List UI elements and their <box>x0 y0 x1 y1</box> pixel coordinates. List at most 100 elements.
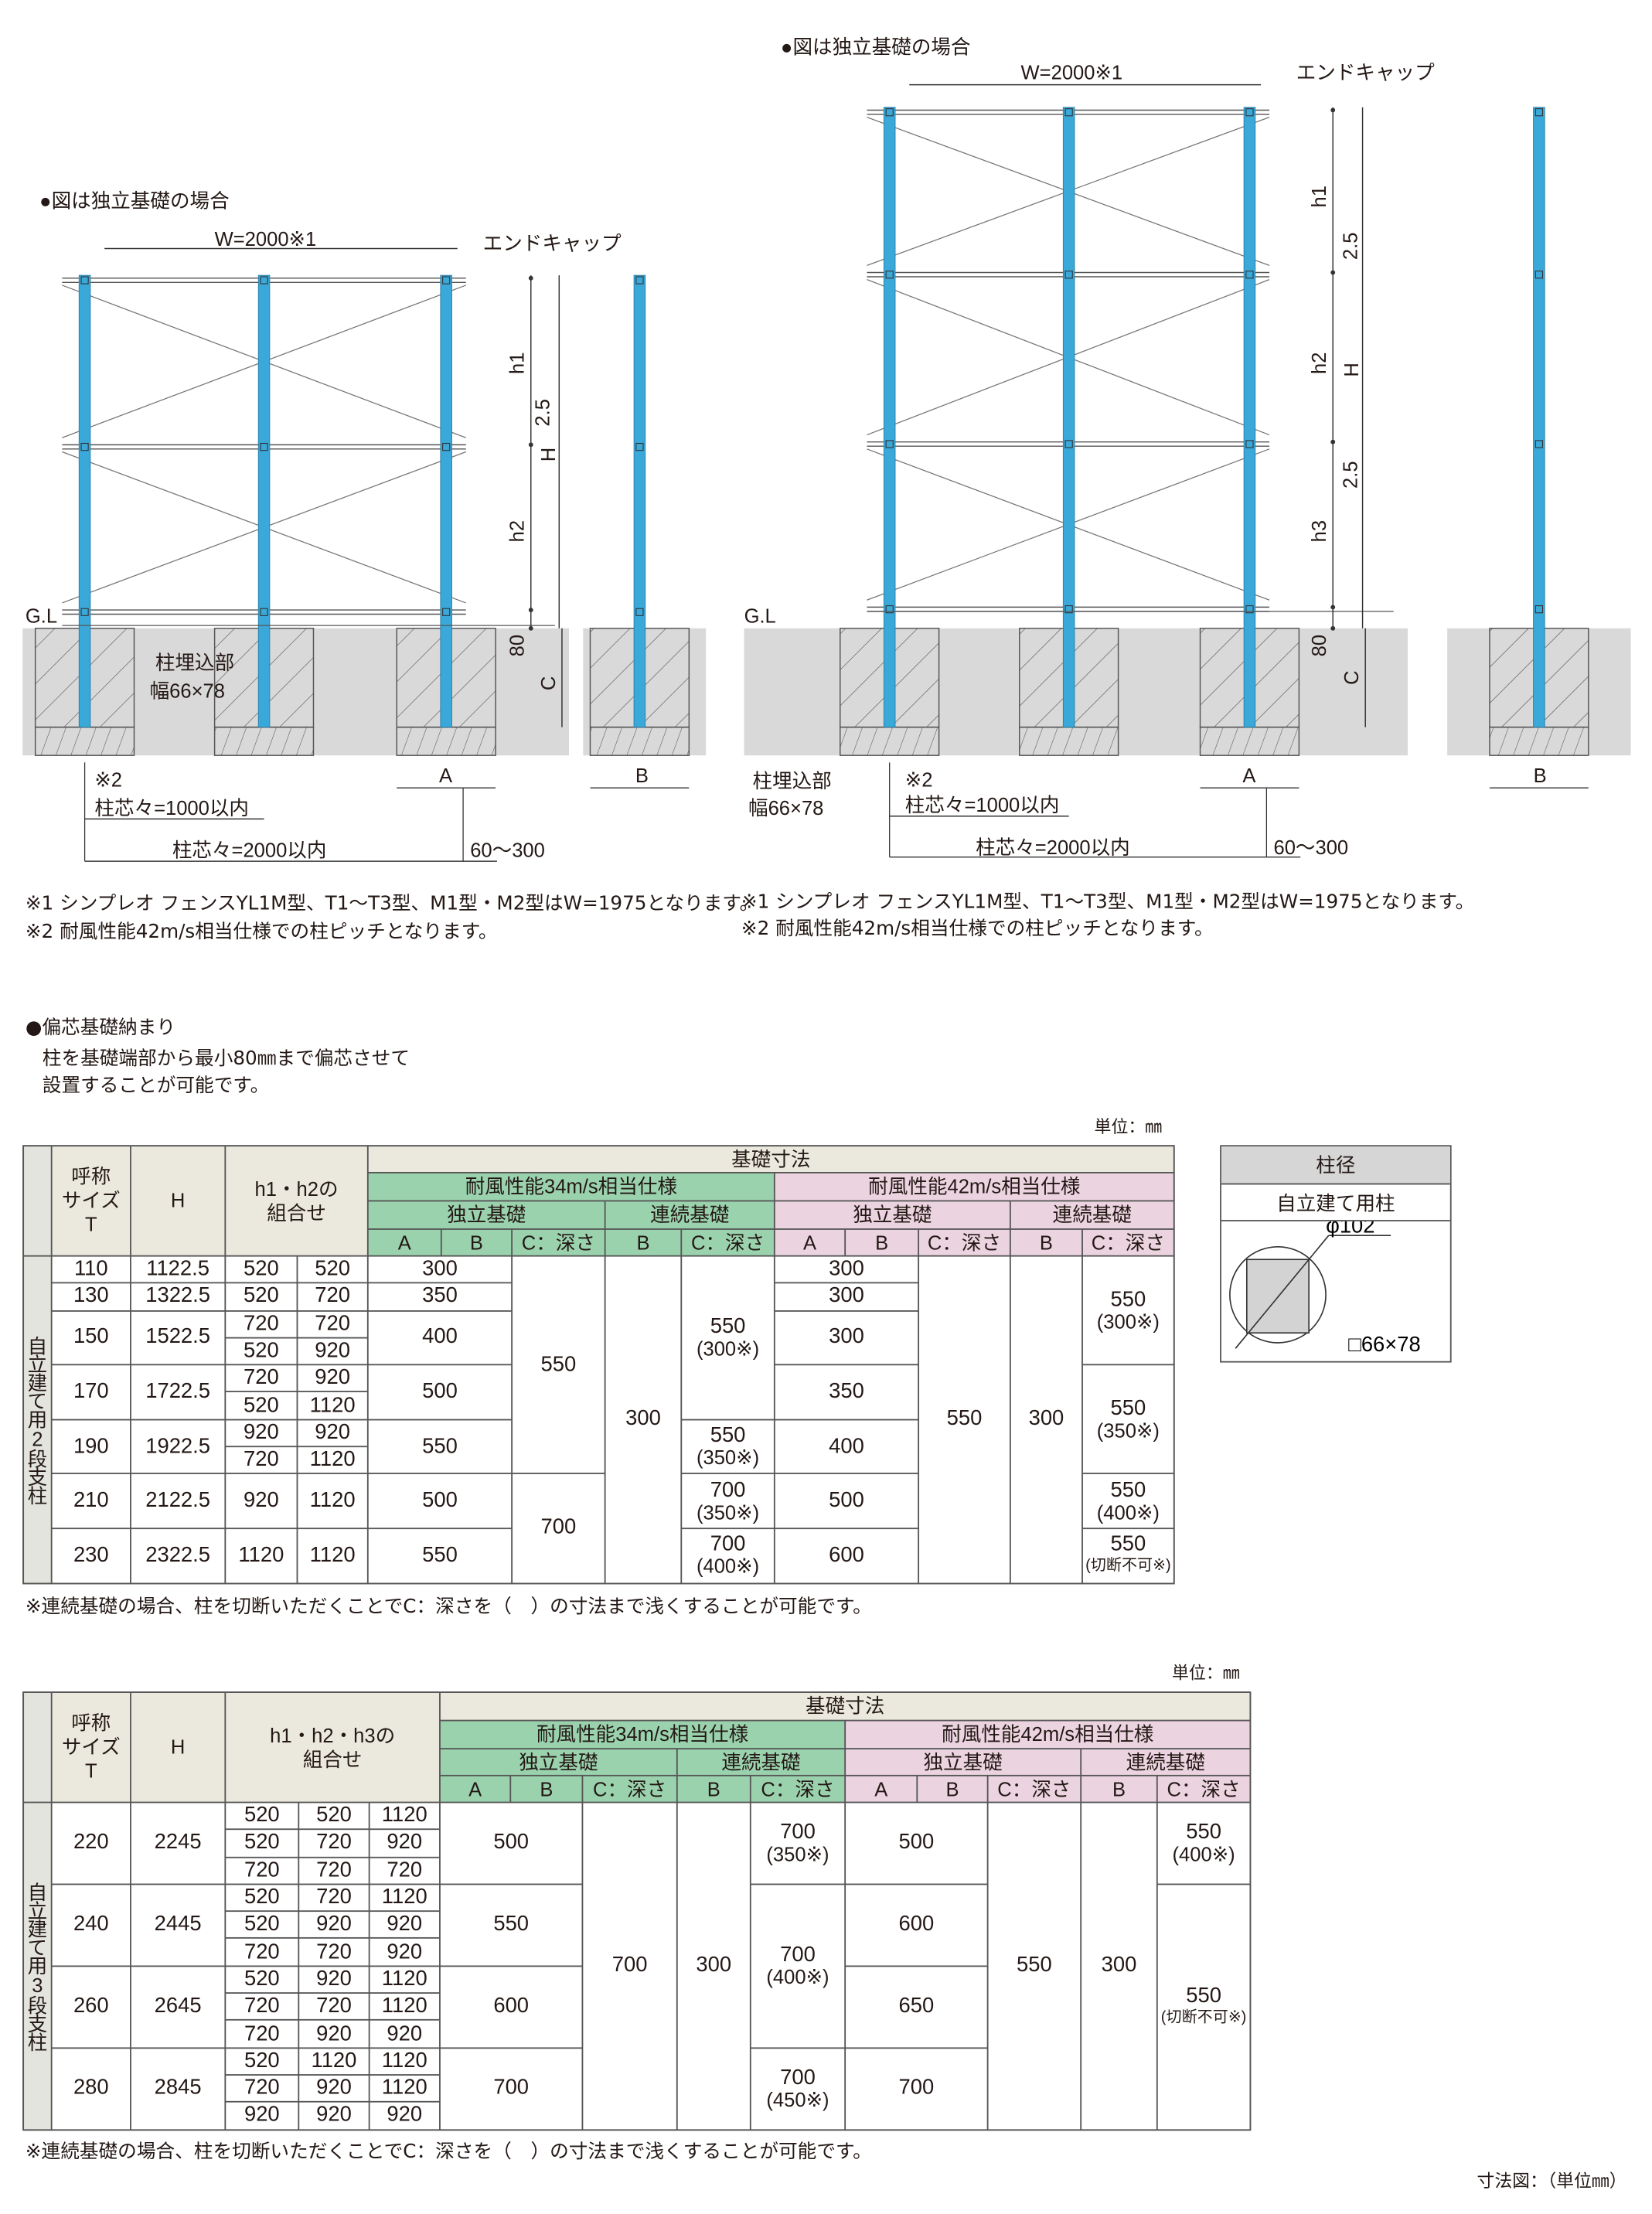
table-cell: 720 <box>226 1447 297 1473</box>
table-header-cell: C：深さ <box>1082 1229 1173 1255</box>
rail-bracket <box>1245 605 1254 614</box>
cell-value: 720 <box>244 2021 280 2045</box>
table-cell: 220 <box>52 1803 131 1884</box>
cell-value: 520 <box>244 1803 280 1827</box>
post <box>883 107 896 728</box>
table-header-cell: 独立基礎 <box>368 1201 605 1229</box>
table-header-cell <box>24 1146 51 1255</box>
dimension-dot <box>1330 107 1336 113</box>
cell-value: 300 <box>696 1953 732 1977</box>
dimension-dot <box>528 442 533 448</box>
C-label: C <box>1341 670 1363 684</box>
foundation-base <box>1489 726 1589 756</box>
table-cell: 500 <box>775 1474 918 1528</box>
table-header-cell: A <box>775 1229 845 1255</box>
cell-value: 720 <box>316 1830 352 1855</box>
cell-value: 720 <box>244 1858 280 1882</box>
rail-bracket <box>442 608 451 616</box>
table-cell: 520 <box>226 1392 297 1419</box>
post <box>440 274 452 728</box>
cell-value: 1120 <box>309 1393 356 1418</box>
table-cell: 520 <box>226 1803 298 1829</box>
cell-value: 720 <box>315 1311 351 1336</box>
cell-value: 1120 <box>309 1447 356 1472</box>
table-cell: 350 <box>368 1283 512 1310</box>
cell-note: (400※) <box>1096 1500 1160 1524</box>
table-cell: 600 <box>775 1529 918 1582</box>
table-cell: 700 (400※) <box>682 1529 774 1582</box>
table-cell: 260 <box>52 1966 131 2047</box>
cell-value: 260 <box>73 1994 109 2018</box>
rail-bracket <box>635 442 644 451</box>
cell-value: 720 <box>244 1939 280 1964</box>
cell-value: 独立基礎 <box>923 1749 1003 1773</box>
end-cap-label: エンドキャップ <box>1296 62 1435 83</box>
cell-value: 920 <box>316 2076 352 2100</box>
table-cell: 520 <box>226 1283 297 1310</box>
table-cell: 520 <box>226 1338 297 1364</box>
table-header-cell: C：深さ <box>583 1776 676 1802</box>
cell-value: 520 <box>244 1967 280 1991</box>
table-header-cell: C：深さ <box>682 1229 774 1255</box>
table-header-cell: B <box>511 1776 582 1802</box>
cell-value: 連続基礎 <box>1052 1203 1132 1226</box>
offset-section-title: ●偏芯基礎納まり <box>25 1017 175 1040</box>
cell-value: 1722.5 <box>145 1379 211 1404</box>
cell-value: 1120 <box>238 1542 284 1567</box>
table-cell: 110 <box>52 1256 131 1283</box>
cell-value: 520 <box>316 1803 352 1827</box>
table-cell: 300 <box>368 1256 512 1283</box>
foundation-base <box>34 726 135 756</box>
table-cell: 700 <box>513 1474 605 1582</box>
rail-bracket <box>442 276 451 284</box>
table-cell: 550 <box>368 1529 512 1582</box>
table-cell: 2122.5 <box>131 1474 225 1528</box>
cell-value: 240 <box>73 1912 109 1936</box>
table-cell: 920 <box>299 2021 369 2047</box>
table-header-cell: h1・h2の 組合せ <box>226 1146 367 1255</box>
table-cell: 700 <box>583 1803 676 2129</box>
cell-value: 550 <box>1186 1983 1221 2008</box>
cell-value: 自立建て用3段支柱 <box>26 1882 49 2050</box>
table-cell: 300 <box>775 1311 918 1364</box>
table-header-cell: A <box>368 1229 441 1255</box>
rail-bracket <box>1534 605 1543 614</box>
table-cell: 920 <box>370 1830 440 1857</box>
cell-value: 520 <box>244 2048 280 2073</box>
table-header-cell: 耐風性能34m/s相当仕様 <box>368 1173 774 1201</box>
cell-value: 700 <box>611 1953 648 1977</box>
table-cell: 650 <box>846 1966 987 2047</box>
table-cell: 720 <box>299 1857 369 1884</box>
table-cell: 720 <box>226 1994 298 2020</box>
offset-label: 60～300 <box>1274 837 1349 859</box>
table1-footnote: ※連続基礎の場合、柱を切断いただくことでC：深さを（ ）の寸法まで浅くすることが… <box>25 1595 872 1619</box>
A-label: A <box>1242 765 1255 787</box>
table-cell: 1120 <box>298 1447 367 1473</box>
cell-value: 920 <box>315 1365 351 1390</box>
cell-value: 920 <box>244 2103 280 2127</box>
rail-bracket <box>260 276 268 284</box>
depth80-label: 80 <box>507 635 529 656</box>
table-cell: 600 <box>440 1966 582 2047</box>
embed-label: 柱埋込部 <box>753 771 832 792</box>
diagram-right-title: ●図は独立基礎の場合 <box>781 36 971 58</box>
table-cell: 700 (450※) <box>751 2048 845 2129</box>
cell-value: 2122.5 <box>145 1488 211 1513</box>
table-cell: 1120 <box>298 1474 367 1528</box>
rail-bracket <box>1534 108 1543 117</box>
cell-value: 300 <box>1101 1953 1137 1977</box>
pillar-section-icon: φ102 □66×78 <box>1229 1214 1421 1356</box>
table-cell: 1522.5 <box>131 1311 225 1364</box>
table-cell: 2322.5 <box>131 1529 225 1582</box>
rail-bracket <box>885 605 894 614</box>
embed-size-label: 幅66×78 <box>748 798 823 819</box>
cell-value: 720 <box>244 1311 279 1336</box>
cell-value: B <box>945 1776 959 1800</box>
table-cell: 550 (切断不可※) <box>1157 1885 1250 2129</box>
table-cell: 720 <box>226 1311 297 1337</box>
cell-note: (400※) <box>696 1555 760 1578</box>
cell-value: 550 <box>1110 1532 1146 1557</box>
cell-value: C：深さ <box>593 1776 667 1800</box>
table-cell: 720 <box>226 1365 297 1391</box>
rail-bracket <box>1064 108 1073 117</box>
